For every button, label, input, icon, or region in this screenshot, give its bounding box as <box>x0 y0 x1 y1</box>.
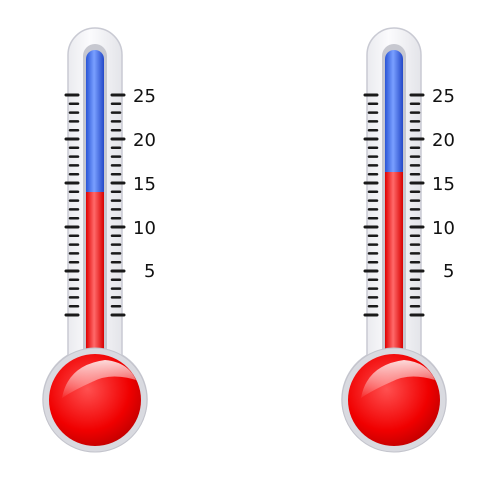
tick-marks-right-column <box>110 93 126 317</box>
hot-column <box>385 172 403 382</box>
tick-label-25: 25 <box>133 86 156 107</box>
thermometer-left: 25 20 15 10 5 <box>42 27 156 453</box>
hot-column <box>86 192 104 382</box>
scale-labels: 25 20 15 10 5 <box>432 86 455 282</box>
tick-label-15: 15 <box>432 174 455 195</box>
scale-labels: 25 20 15 10 5 <box>133 86 156 282</box>
tick-label-20: 20 <box>432 130 455 151</box>
cold-column <box>86 50 104 200</box>
tick-marks-left-column <box>64 93 80 317</box>
tick-label-15: 15 <box>133 174 156 195</box>
bulb-shine <box>62 360 136 398</box>
bulb-shine <box>361 360 435 398</box>
tick-label-5: 5 <box>144 261 155 282</box>
tick-label-25: 25 <box>432 86 455 107</box>
tick-marks-left-column <box>363 93 379 317</box>
tick-label-20: 20 <box>133 130 156 151</box>
tick-label-10: 10 <box>432 218 455 239</box>
tick-label-10: 10 <box>133 218 156 239</box>
thermometer-right: 25 20 15 10 5 <box>341 27 455 453</box>
cold-column <box>385 50 403 180</box>
tick-label-5: 5 <box>443 261 454 282</box>
tick-marks-right-column <box>409 93 425 317</box>
